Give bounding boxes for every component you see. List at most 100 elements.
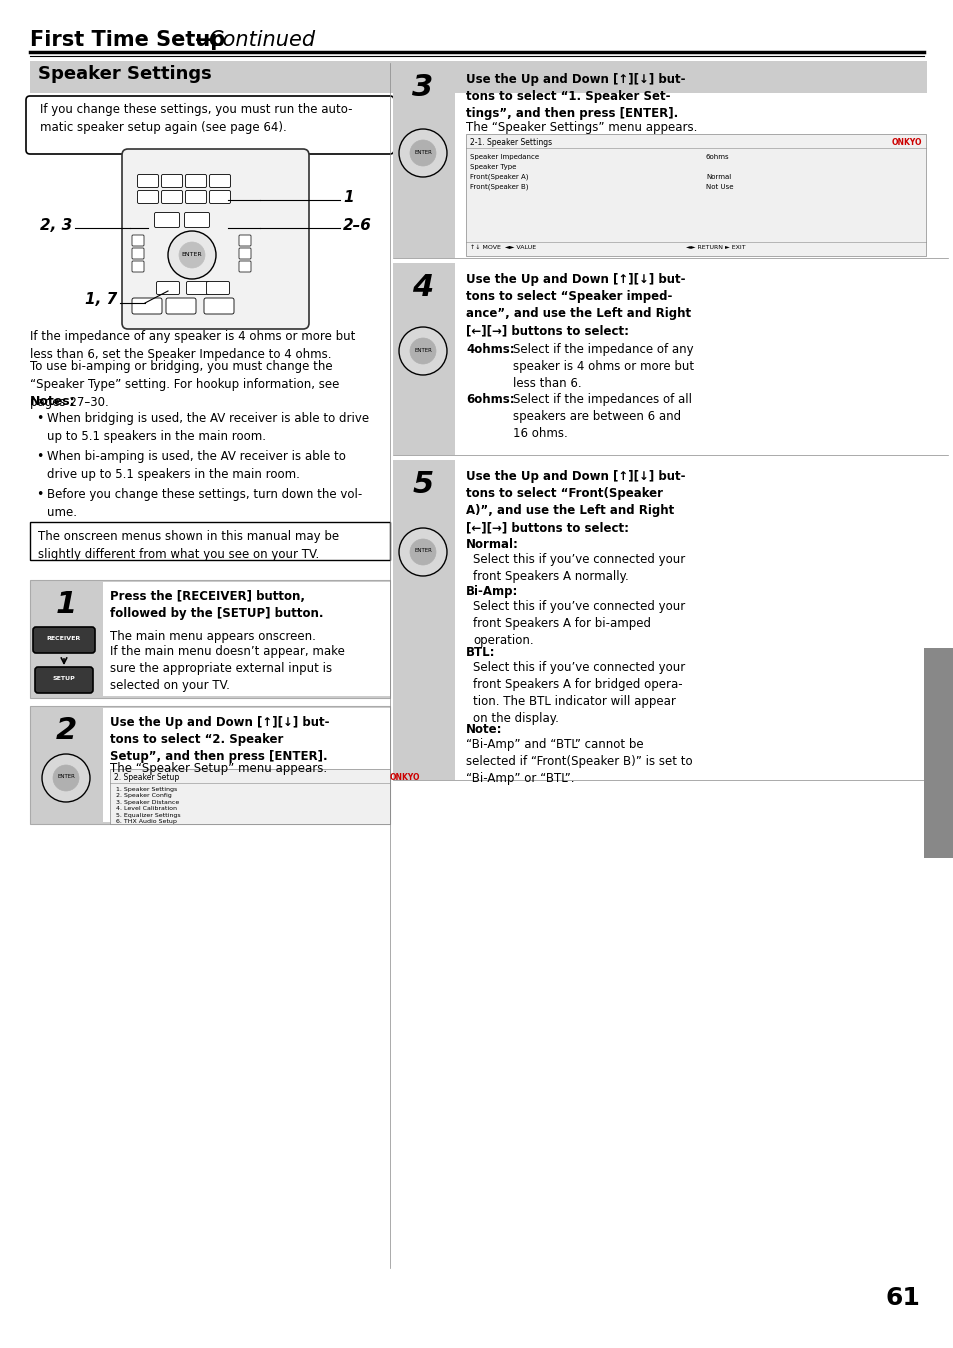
Text: First Time Setup: First Time Setup xyxy=(30,30,225,50)
Text: The main menu appears onscreen.: The main menu appears onscreen. xyxy=(110,630,315,643)
FancyBboxPatch shape xyxy=(132,262,144,272)
Text: •: • xyxy=(36,488,43,501)
Bar xyxy=(110,768,390,824)
FancyBboxPatch shape xyxy=(210,174,231,187)
FancyBboxPatch shape xyxy=(35,667,92,693)
Text: —: — xyxy=(194,30,215,50)
Circle shape xyxy=(410,539,436,565)
Text: Use the Up and Down [↑][↓] but-
tons to select “Speaker imped-
ance”, and use th: Use the Up and Down [↑][↓] but- tons to … xyxy=(465,274,690,337)
Text: Not Use: Not Use xyxy=(705,183,733,190)
Text: 2. Speaker Config: 2. Speaker Config xyxy=(116,794,172,798)
Text: Select if the impedance of any
speaker is 4 ohms or more but
less than 6.: Select if the impedance of any speaker i… xyxy=(513,342,694,390)
Text: Use the Up and Down [↑][↓] but-
tons to select “Front(Speaker
A)”, and use the L: Use the Up and Down [↑][↓] but- tons to … xyxy=(465,470,685,534)
Bar xyxy=(30,580,390,698)
Text: •: • xyxy=(36,412,43,425)
Text: When bi-amping is used, the AV receiver is able to
drive up to 5.1 speakers in t: When bi-amping is used, the AV receiver … xyxy=(47,450,346,481)
Circle shape xyxy=(398,129,447,177)
Text: 6ohms:: 6ohms: xyxy=(465,394,514,406)
Circle shape xyxy=(42,754,90,802)
FancyBboxPatch shape xyxy=(239,262,251,272)
Text: 5: 5 xyxy=(412,470,434,499)
Text: 4. Level Calibration: 4. Level Calibration xyxy=(116,806,177,811)
Circle shape xyxy=(168,231,215,279)
FancyBboxPatch shape xyxy=(204,298,233,314)
Text: Before you change these settings, turn down the vol-
ume.: Before you change these settings, turn d… xyxy=(47,488,362,519)
Text: 2: 2 xyxy=(55,716,76,745)
Text: 6. THX Audio Setup: 6. THX Audio Setup xyxy=(116,820,176,825)
FancyBboxPatch shape xyxy=(137,190,158,204)
Text: Use the Up and Down [↑][↓] but-
tons to select “1. Speaker Set-
tings”, and then: Use the Up and Down [↑][↓] but- tons to … xyxy=(465,73,685,120)
FancyBboxPatch shape xyxy=(122,150,309,329)
FancyBboxPatch shape xyxy=(161,190,182,204)
Text: 2-1. Speaker Settings: 2-1. Speaker Settings xyxy=(470,137,552,147)
FancyBboxPatch shape xyxy=(132,298,162,314)
Circle shape xyxy=(53,766,79,791)
Text: Speaker Settings: Speaker Settings xyxy=(38,65,212,84)
Text: 2–6: 2–6 xyxy=(343,217,372,232)
Bar xyxy=(30,706,390,824)
Text: Select this if you’ve connected your
front Speakers A normally.: Select this if you’ve connected your fro… xyxy=(473,553,684,582)
Bar xyxy=(393,460,455,780)
Text: 6ohms: 6ohms xyxy=(705,154,729,160)
Text: Note:: Note: xyxy=(465,723,502,736)
Text: ONKYO: ONKYO xyxy=(389,772,419,782)
Text: “Bi-Amp” and “BTL” cannot be
selected if “Front(Speaker B)” is set to
“Bi-Amp” o: “Bi-Amp” and “BTL” cannot be selected if… xyxy=(465,737,692,785)
Text: ENTER: ENTER xyxy=(414,348,432,352)
Text: 1: 1 xyxy=(343,190,354,205)
Text: ENTER: ENTER xyxy=(414,150,432,155)
Text: When bridging is used, the AV receiver is able to drive
up to 5.1 speakers in th: When bridging is used, the AV receiver i… xyxy=(47,412,369,443)
Text: Normal:: Normal: xyxy=(465,538,518,551)
FancyBboxPatch shape xyxy=(186,282,210,294)
Text: 1. Speaker Settings: 1. Speaker Settings xyxy=(116,787,177,793)
Text: •: • xyxy=(36,450,43,462)
FancyBboxPatch shape xyxy=(210,190,231,204)
Text: 3. Speaker Distance: 3. Speaker Distance xyxy=(116,799,179,805)
FancyBboxPatch shape xyxy=(185,174,206,187)
Bar xyxy=(103,582,390,696)
Text: Speaker Type: Speaker Type xyxy=(470,164,516,170)
Text: Select this if you’ve connected your
front Speakers A for bi-amped
operation.: Select this if you’ve connected your fro… xyxy=(473,600,684,647)
Text: 2. Speaker Setup: 2. Speaker Setup xyxy=(113,772,179,782)
Text: ◄► RETURN ► EXIT: ◄► RETURN ► EXIT xyxy=(685,245,745,249)
Text: BTL:: BTL: xyxy=(465,646,495,659)
Text: The “Speaker Setup” menu appears.: The “Speaker Setup” menu appears. xyxy=(110,762,327,775)
FancyBboxPatch shape xyxy=(33,627,95,652)
Text: 61: 61 xyxy=(884,1286,919,1310)
Text: Front(Speaker A): Front(Speaker A) xyxy=(470,174,528,181)
FancyBboxPatch shape xyxy=(154,213,179,228)
Circle shape xyxy=(410,140,436,166)
Text: SETUP: SETUP xyxy=(52,675,75,681)
Bar xyxy=(393,263,455,456)
Circle shape xyxy=(398,328,447,375)
Text: 1: 1 xyxy=(55,590,76,619)
Text: To use bi-amping or bridging, you must change the
“Speaker Type” setting. For ho: To use bi-amping or bridging, you must c… xyxy=(30,360,339,408)
Text: The onscreen menus shown in this manual may be
slightly different from what you : The onscreen menus shown in this manual … xyxy=(38,530,338,561)
Bar xyxy=(393,63,455,257)
Bar xyxy=(465,133,925,256)
FancyBboxPatch shape xyxy=(161,174,182,187)
FancyBboxPatch shape xyxy=(156,282,179,294)
Text: 1, 7: 1, 7 xyxy=(85,293,117,307)
Text: ONKYO: ONKYO xyxy=(890,137,921,147)
Text: 5. Equalizer Settings: 5. Equalizer Settings xyxy=(116,813,180,818)
FancyBboxPatch shape xyxy=(239,235,251,245)
Bar xyxy=(103,708,390,822)
Text: Continued: Continued xyxy=(208,30,314,50)
Circle shape xyxy=(398,528,447,576)
FancyBboxPatch shape xyxy=(132,235,144,245)
Bar xyxy=(30,61,926,93)
Text: Press the [RECEIVER] button,
followed by the [SETUP] button.: Press the [RECEIVER] button, followed by… xyxy=(110,590,323,620)
Text: 3: 3 xyxy=(412,73,434,102)
Text: RECEIVER: RECEIVER xyxy=(47,635,81,640)
Text: ENTER: ENTER xyxy=(181,252,202,256)
Text: If the main menu doesn’t appear, make
sure the appropriate external input is
sel: If the main menu doesn’t appear, make su… xyxy=(110,644,345,692)
FancyBboxPatch shape xyxy=(206,282,230,294)
FancyBboxPatch shape xyxy=(26,96,394,154)
Circle shape xyxy=(410,338,436,364)
FancyBboxPatch shape xyxy=(239,248,251,259)
Text: If you change these settings, you must run the auto-
matic speaker setup again (: If you change these settings, you must r… xyxy=(40,102,352,133)
Text: Use the Up and Down [↑][↓] but-
tons to select “2. Speaker
Setup”, and then pres: Use the Up and Down [↑][↓] but- tons to … xyxy=(110,716,329,763)
FancyBboxPatch shape xyxy=(184,213,210,228)
Bar xyxy=(30,522,390,559)
Text: If the impedance of any speaker is 4 ohms or more but
less than 6, set the Speak: If the impedance of any speaker is 4 ohm… xyxy=(30,330,355,361)
